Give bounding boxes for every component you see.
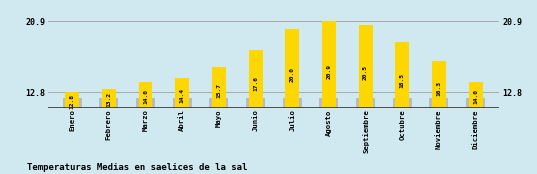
Text: 16.3: 16.3	[437, 81, 441, 96]
Text: 20.0: 20.0	[289, 67, 295, 82]
Bar	[246, 98, 265, 108]
Bar	[139, 82, 153, 108]
Text: 14.0: 14.0	[473, 89, 478, 104]
Text: 20.9: 20.9	[326, 64, 331, 79]
Bar	[359, 25, 373, 108]
Bar	[432, 61, 446, 108]
Bar	[175, 78, 189, 108]
Bar	[395, 42, 409, 108]
Text: 13.2: 13.2	[106, 92, 111, 107]
Text: 14.4: 14.4	[180, 88, 185, 103]
Text: 15.7: 15.7	[216, 83, 221, 98]
Text: 18.5: 18.5	[400, 73, 405, 88]
Bar	[356, 98, 375, 108]
Bar	[63, 98, 82, 108]
Bar	[173, 98, 192, 108]
Bar	[212, 67, 226, 108]
Text: 20.5: 20.5	[363, 65, 368, 80]
Bar	[99, 98, 118, 108]
Text: 14.0: 14.0	[143, 89, 148, 104]
Bar	[322, 21, 336, 108]
Text: Temperaturas Medias en saelices de la sal: Temperaturas Medias en saelices de la sa…	[27, 163, 247, 172]
Bar	[469, 82, 483, 108]
Text: 12.8: 12.8	[70, 94, 75, 109]
Bar	[209, 98, 228, 108]
Text: 17.6: 17.6	[253, 76, 258, 91]
Bar	[249, 50, 263, 108]
Bar	[430, 98, 448, 108]
Bar	[65, 92, 79, 108]
Bar	[466, 98, 485, 108]
Bar	[393, 98, 412, 108]
Bar	[136, 98, 155, 108]
Bar	[282, 98, 302, 108]
Bar	[285, 29, 299, 108]
Bar	[102, 89, 116, 108]
Bar	[320, 98, 338, 108]
